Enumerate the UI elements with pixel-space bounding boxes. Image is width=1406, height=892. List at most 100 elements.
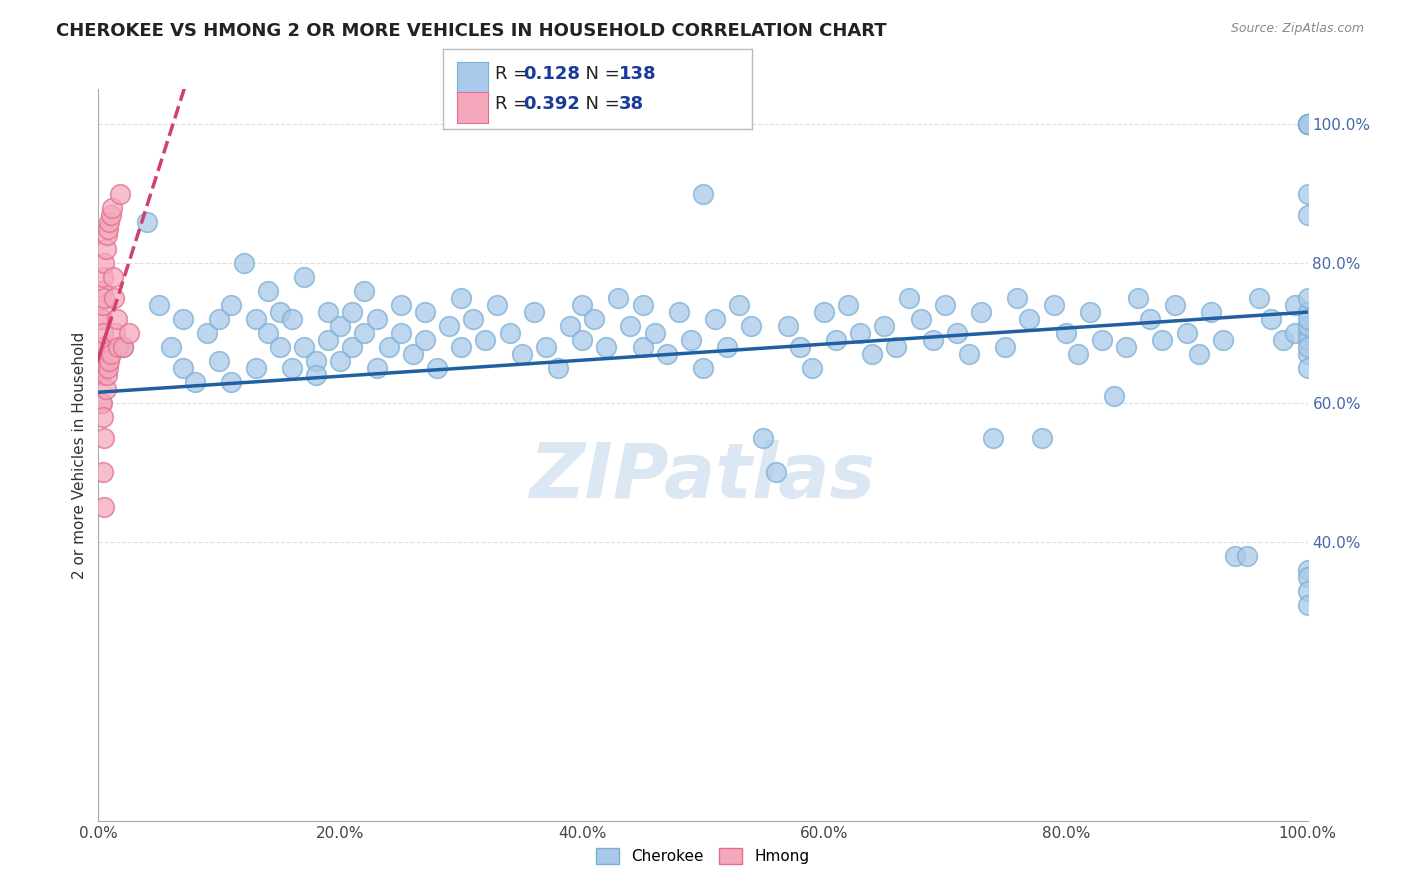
Point bbox=[256, 326, 278, 340]
Point bbox=[93, 256, 115, 270]
Point bbox=[377, 340, 399, 354]
Point bbox=[366, 312, 388, 326]
Point bbox=[849, 326, 872, 340]
Point bbox=[90, 368, 112, 382]
Point bbox=[547, 360, 569, 375]
Point bbox=[1115, 340, 1137, 354]
Text: R =: R = bbox=[495, 65, 534, 83]
Point bbox=[135, 214, 157, 228]
Point bbox=[1296, 117, 1319, 131]
Point bbox=[90, 340, 112, 354]
Text: CHEROKEE VS HMONG 2 OR MORE VEHICLES IN HOUSEHOLD CORRELATION CHART: CHEROKEE VS HMONG 2 OR MORE VEHICLES IN … bbox=[56, 22, 887, 40]
Point bbox=[1199, 305, 1222, 319]
Text: ZIPatlas: ZIPatlas bbox=[530, 440, 876, 514]
Point bbox=[910, 312, 932, 326]
Point bbox=[1296, 186, 1319, 201]
Point bbox=[1296, 583, 1319, 598]
Point bbox=[1031, 430, 1053, 444]
Point bbox=[1139, 312, 1161, 326]
Point bbox=[100, 347, 122, 361]
Point bbox=[91, 270, 114, 285]
Point bbox=[90, 395, 112, 409]
Point bbox=[353, 284, 375, 298]
Point bbox=[98, 214, 121, 228]
Point bbox=[93, 500, 115, 515]
Point bbox=[93, 360, 115, 375]
Point bbox=[1102, 389, 1125, 403]
Point bbox=[104, 326, 127, 340]
Point bbox=[91, 409, 114, 424]
Point bbox=[1296, 340, 1319, 354]
Point bbox=[97, 221, 120, 235]
Text: N =: N = bbox=[574, 95, 626, 113]
Text: 38: 38 bbox=[619, 95, 644, 113]
Point bbox=[172, 312, 194, 326]
Point bbox=[692, 186, 714, 201]
Point bbox=[946, 326, 969, 340]
Point bbox=[728, 298, 751, 312]
Point bbox=[534, 340, 557, 354]
Point bbox=[1236, 549, 1258, 563]
Point bbox=[93, 291, 115, 305]
Point bbox=[1284, 298, 1306, 312]
Point bbox=[108, 186, 131, 201]
Point bbox=[1296, 347, 1319, 361]
Point bbox=[571, 333, 593, 347]
Point bbox=[486, 298, 509, 312]
Point bbox=[305, 354, 328, 368]
Point bbox=[342, 340, 364, 354]
Point bbox=[619, 319, 641, 334]
Point bbox=[752, 430, 775, 444]
Point bbox=[1272, 333, 1295, 347]
Point bbox=[103, 291, 125, 305]
Point bbox=[160, 340, 183, 354]
Point bbox=[1212, 333, 1234, 347]
Point bbox=[1296, 563, 1319, 577]
Point bbox=[111, 340, 134, 354]
Point bbox=[776, 319, 799, 334]
Point bbox=[91, 354, 114, 368]
Point bbox=[644, 326, 666, 340]
Point bbox=[91, 326, 114, 340]
Point bbox=[389, 326, 412, 340]
Point bbox=[1152, 333, 1174, 347]
Point bbox=[631, 340, 654, 354]
Point bbox=[463, 312, 485, 326]
Point bbox=[269, 340, 291, 354]
Legend: Cherokee, Hmong: Cherokee, Hmong bbox=[589, 840, 817, 871]
Point bbox=[172, 360, 194, 375]
Point bbox=[269, 305, 291, 319]
Point bbox=[873, 319, 896, 334]
Point bbox=[208, 354, 231, 368]
Point bbox=[1091, 333, 1114, 347]
Point bbox=[668, 305, 690, 319]
Point bbox=[450, 291, 472, 305]
Point bbox=[934, 298, 956, 312]
Point bbox=[1296, 117, 1319, 131]
Point bbox=[111, 340, 134, 354]
Text: N =: N = bbox=[574, 65, 626, 83]
Point bbox=[765, 466, 787, 480]
Point bbox=[510, 347, 533, 361]
Point bbox=[91, 312, 114, 326]
Point bbox=[96, 368, 118, 382]
Point bbox=[1296, 291, 1319, 305]
Point bbox=[100, 208, 122, 222]
Point bbox=[413, 305, 436, 319]
Point bbox=[1018, 312, 1040, 326]
Text: 138: 138 bbox=[619, 65, 657, 83]
Point bbox=[342, 305, 364, 319]
Point bbox=[1249, 291, 1271, 305]
Point bbox=[101, 270, 124, 285]
Point bbox=[981, 430, 1004, 444]
Text: 0.128: 0.128 bbox=[523, 65, 581, 83]
Point bbox=[1296, 312, 1319, 326]
Point bbox=[1223, 549, 1246, 563]
Point bbox=[800, 360, 823, 375]
Point bbox=[474, 333, 496, 347]
Point bbox=[389, 298, 412, 312]
Point bbox=[571, 298, 593, 312]
Point bbox=[813, 305, 835, 319]
Point bbox=[90, 312, 112, 326]
Point bbox=[329, 319, 352, 334]
